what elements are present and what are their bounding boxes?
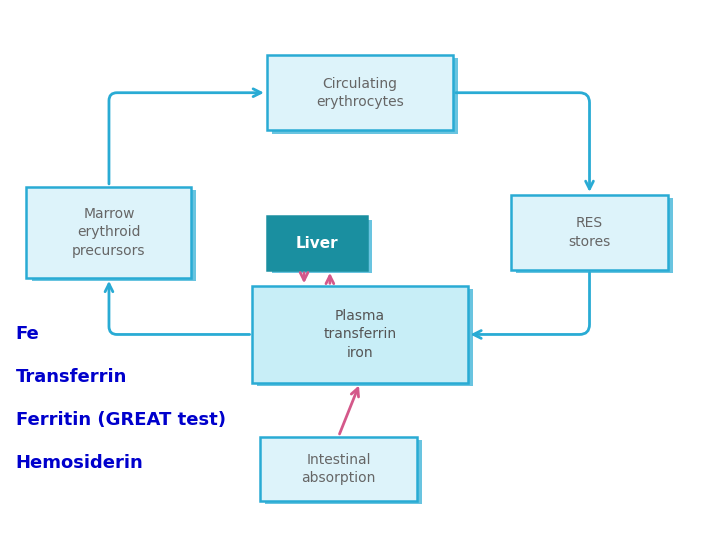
- Text: Hemosiderin: Hemosiderin: [16, 454, 143, 472]
- Text: Liver: Liver: [296, 235, 338, 251]
- Text: Intestinal
absorption: Intestinal absorption: [301, 453, 376, 485]
- FancyBboxPatch shape: [265, 440, 423, 504]
- FancyBboxPatch shape: [27, 187, 192, 278]
- FancyBboxPatch shape: [271, 58, 458, 133]
- FancyBboxPatch shape: [260, 436, 418, 501]
- Text: Marrow
erythroid
precursors: Marrow erythroid precursors: [72, 207, 145, 258]
- Text: Transferrin: Transferrin: [16, 368, 127, 387]
- Text: Circulating
erythrocytes: Circulating erythrocytes: [316, 77, 404, 109]
- FancyBboxPatch shape: [253, 286, 467, 383]
- FancyBboxPatch shape: [267, 55, 453, 130]
- FancyBboxPatch shape: [510, 195, 668, 270]
- FancyBboxPatch shape: [258, 289, 472, 386]
- Text: Fe: Fe: [16, 326, 40, 343]
- Text: Ferritin (GREAT test): Ferritin (GREAT test): [16, 411, 226, 429]
- FancyBboxPatch shape: [267, 217, 367, 270]
- FancyBboxPatch shape: [516, 198, 673, 273]
- Text: RES
stores: RES stores: [568, 216, 611, 248]
- FancyBboxPatch shape: [271, 219, 372, 273]
- Text: Plasma
transferrin
iron: Plasma transferrin iron: [323, 309, 397, 360]
- FancyBboxPatch shape: [32, 190, 197, 281]
